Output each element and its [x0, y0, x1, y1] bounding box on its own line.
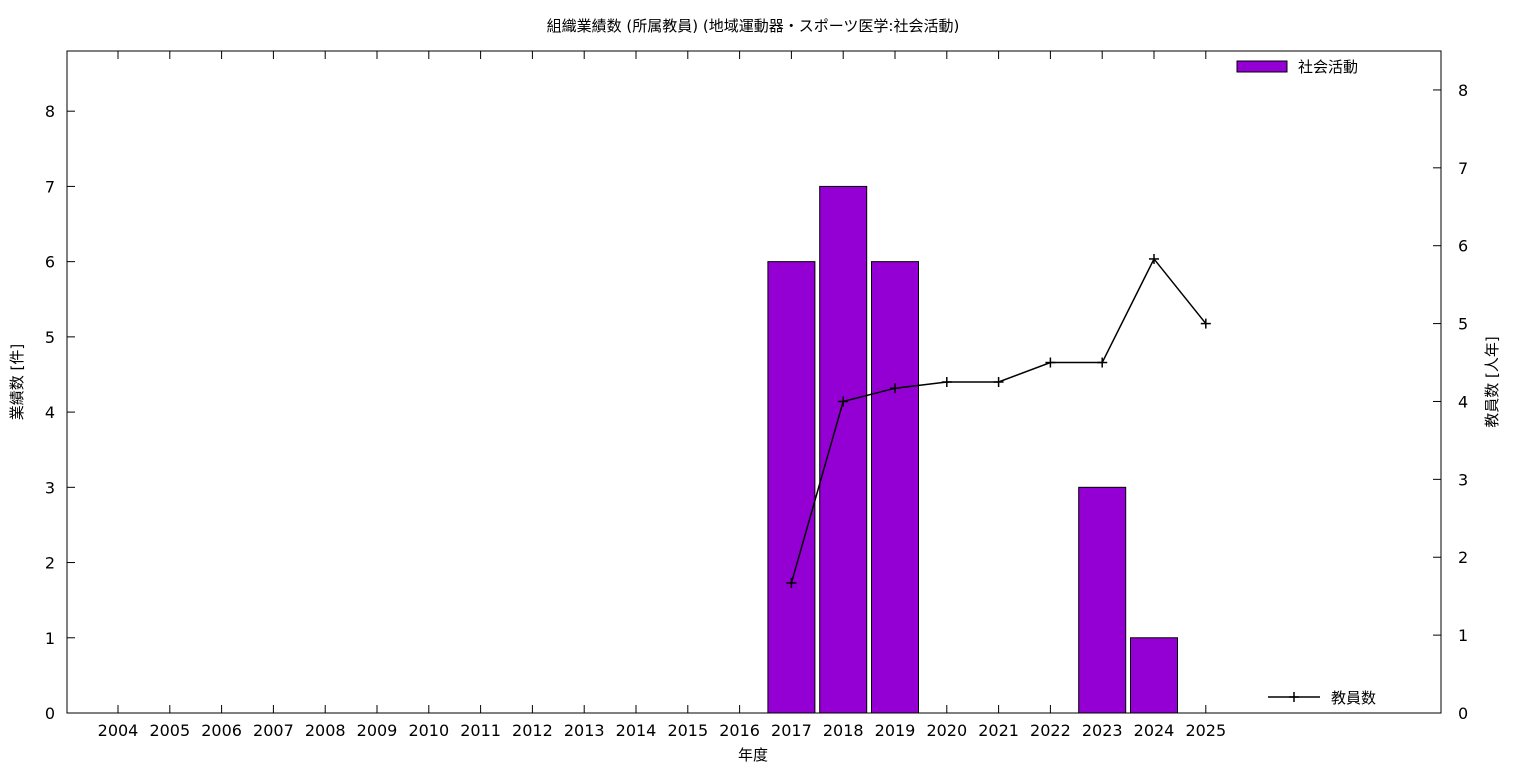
- chart-title: 組織業績数 (所属教員) (地域運動器・スポーツ医学:社会活動): [547, 17, 960, 35]
- line-point-2023: [1097, 357, 1108, 368]
- legend-line-label: 教員数: [1331, 689, 1376, 707]
- x-tick-label: 2006: [201, 721, 242, 740]
- line-series: [786, 253, 1211, 588]
- x-tick-label: 2017: [771, 721, 812, 740]
- x-tick-label: 2025: [1185, 721, 1226, 740]
- x-tick-labels: 2004 2005 2006 2007 2008 2009 2010 2011 2012 2013…: [98, 721, 1227, 740]
- bar-2017: [767, 261, 816, 714]
- y2-tick-label: 1: [1458, 626, 1468, 645]
- x-tick-label: 2024: [1134, 721, 1175, 740]
- y2-axis-label: 教員数 [人年]: [1483, 336, 1501, 427]
- line-point-2021: [993, 377, 1004, 387]
- y-tick-label: 6: [45, 253, 55, 272]
- y2-tick-label: 7: [1458, 159, 1468, 178]
- bar-2023: [1078, 486, 1127, 714]
- x-tick-label: 2016: [719, 721, 760, 740]
- x-tick-label: 2008: [305, 721, 346, 740]
- line-point-2022: [1045, 357, 1056, 368]
- bar-2024: [1130, 637, 1178, 714]
- y2-tick-label: 4: [1458, 392, 1468, 411]
- x-tick-label: 2014: [616, 721, 657, 740]
- x-tick-label: 2013: [564, 721, 605, 740]
- y2-tick-label: 5: [1458, 315, 1468, 334]
- y2-tick-label: 2: [1458, 548, 1468, 567]
- y2-tick-label: 8: [1458, 81, 1468, 100]
- bar-2018: [819, 185, 868, 714]
- y-tick-label: 4: [45, 403, 55, 422]
- legend-bar-swatch: [1236, 60, 1288, 73]
- line-point-2024: [1149, 253, 1159, 264]
- legend-bar-label: 社会活動: [1298, 58, 1358, 76]
- y2-tick-label: 6: [1458, 237, 1468, 256]
- plot-frame: [66, 50, 1442, 714]
- bar-2019: [871, 261, 919, 714]
- x-tick-label: 2023: [1082, 721, 1123, 740]
- y-axis-label: 業績数 [件]: [8, 344, 26, 420]
- x-tick-label: 2007: [253, 721, 294, 740]
- line-point-2020: [941, 377, 952, 387]
- x-tick-label: 2018: [823, 721, 864, 740]
- x-tick-label: 2019: [875, 721, 916, 740]
- y2-tick-labels: 0 1 2 3 4 5 6 7 8: [1458, 81, 1468, 723]
- x-axis-label: 年度: [738, 746, 768, 764]
- legend-bar: 社会活動: [1236, 58, 1358, 76]
- line-point-2025: [1200, 318, 1211, 329]
- bar-series: [767, 185, 1178, 714]
- x-tick-label: 2020: [926, 721, 967, 740]
- y-tick-label: 0: [45, 704, 55, 723]
- y2-tick-label: 3: [1458, 470, 1468, 489]
- line-point-2017: [786, 577, 797, 588]
- x-tick-label: 2011: [460, 721, 501, 740]
- x-tick-label: 2009: [357, 721, 398, 740]
- y-tick-label: 8: [45, 102, 55, 121]
- y-tick-label: 1: [45, 629, 55, 648]
- legend-line: 教員数: [1268, 689, 1376, 707]
- line-point-2019: [890, 383, 900, 394]
- x-tick-label: 2015: [667, 721, 708, 740]
- x-tick-label: 2021: [978, 721, 1019, 740]
- y-tick-label: 5: [45, 328, 55, 347]
- y-tick-label: 3: [45, 478, 55, 497]
- x-tick-label: 2012: [512, 721, 553, 740]
- y-tick-labels: 0 1 2 3 4 5 6 7 8: [45, 102, 55, 723]
- y2-tick-label: 0: [1458, 704, 1468, 723]
- y-tick-label: 7: [45, 177, 55, 196]
- line-point-2018: [838, 396, 849, 407]
- x-tick-label: 2005: [149, 721, 190, 740]
- x-tick-label: 2004: [98, 721, 139, 740]
- axis-ticks: [67, 51, 1441, 714]
- x-tick-label: 2010: [408, 721, 449, 740]
- y-tick-label: 2: [45, 554, 55, 573]
- x-tick-label: 2022: [1030, 721, 1071, 740]
